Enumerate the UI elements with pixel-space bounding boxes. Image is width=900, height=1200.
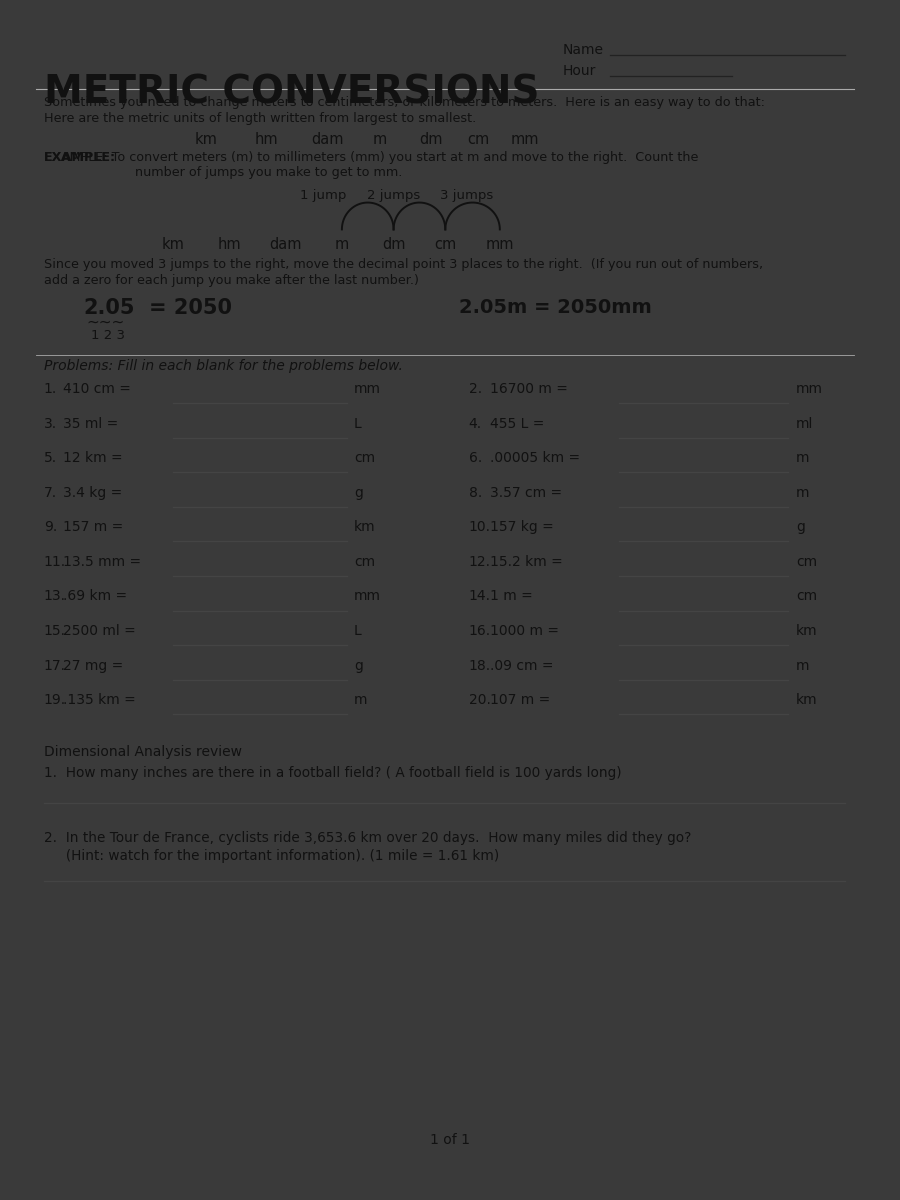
Text: mm: mm	[796, 382, 823, 396]
Text: m: m	[373, 132, 387, 146]
Text: 2 jumps: 2 jumps	[367, 190, 420, 202]
Text: dm: dm	[382, 238, 405, 252]
Text: km: km	[161, 238, 184, 252]
Text: cm: cm	[467, 132, 490, 146]
Text: 2.05m = 2050mm: 2.05m = 2050mm	[459, 298, 652, 317]
Text: Hour: Hour	[562, 65, 596, 78]
Text: L: L	[354, 416, 362, 431]
Text: ~~~: ~~~	[86, 314, 124, 330]
Text: 6.: 6.	[469, 451, 482, 466]
Text: 1.: 1.	[44, 382, 58, 396]
Text: Sometimes you need to change meters to centimeters, or kilometers to meters.  He: Sometimes you need to change meters to c…	[44, 96, 765, 109]
Text: 27 mg =: 27 mg =	[63, 659, 123, 672]
Text: EXAMPLE: To convert meters (m) to millimeters (mm) you start at m and move to th: EXAMPLE: To convert meters (m) to millim…	[44, 151, 698, 163]
Text: 8.: 8.	[469, 486, 482, 499]
Text: ml: ml	[796, 416, 814, 431]
Text: mm: mm	[511, 132, 539, 146]
Text: g: g	[796, 521, 805, 534]
Text: 14.: 14.	[469, 589, 491, 604]
Text: 157 kg =: 157 kg =	[491, 521, 554, 534]
Text: km: km	[796, 624, 817, 638]
Text: cm: cm	[796, 589, 817, 604]
Text: 1000 m =: 1000 m =	[491, 624, 560, 638]
Text: 17.: 17.	[44, 659, 66, 672]
Text: m: m	[354, 694, 367, 707]
Text: dam: dam	[269, 238, 302, 252]
Text: METRIC CONVERSIONS: METRIC CONVERSIONS	[44, 74, 539, 112]
Text: 13.: 13.	[44, 589, 66, 604]
Text: 18.: 18.	[469, 659, 491, 672]
Text: = 2050: = 2050	[149, 298, 232, 318]
Text: 11.: 11.	[44, 554, 66, 569]
Text: hm: hm	[217, 238, 241, 252]
Text: 1 2 3: 1 2 3	[91, 329, 125, 342]
Text: .69 km =: .69 km =	[63, 589, 127, 604]
Text: 2500 ml =: 2500 ml =	[63, 624, 136, 638]
Text: km: km	[354, 521, 375, 534]
Text: 35 ml =: 35 ml =	[63, 416, 118, 431]
Text: add a zero for each jump you make after the last number.): add a zero for each jump you make after …	[44, 274, 419, 287]
Text: 9.: 9.	[44, 521, 58, 534]
Text: km: km	[194, 132, 217, 146]
Text: Problems: Fill in each blank for the problems below.: Problems: Fill in each blank for the pro…	[44, 359, 403, 373]
Text: dam: dam	[311, 132, 344, 146]
Text: 107 m =: 107 m =	[491, 694, 551, 707]
Text: 157 m =: 157 m =	[63, 521, 123, 534]
Text: .135 km =: .135 km =	[63, 694, 136, 707]
Text: 15.2 km =: 15.2 km =	[491, 554, 563, 569]
Text: 20.: 20.	[469, 694, 491, 707]
Text: km: km	[796, 694, 817, 707]
Text: 1.  How many inches are there in a football field? ( A football field is 100 yar: 1. How many inches are there in a footba…	[44, 766, 622, 780]
Text: 19.: 19.	[44, 694, 66, 707]
Text: m: m	[796, 659, 809, 672]
Text: mm: mm	[354, 382, 381, 396]
Text: Since you moved 3 jumps to the right, move the decimal point 3 places to the rig: Since you moved 3 jumps to the right, mo…	[44, 258, 763, 271]
Text: Name: Name	[562, 43, 604, 58]
Text: .09 cm =: .09 cm =	[491, 659, 554, 672]
Text: 455 L =: 455 L =	[491, 416, 544, 431]
Text: 16700 m =: 16700 m =	[491, 382, 568, 396]
Text: cm: cm	[796, 554, 817, 569]
Text: 1 m =: 1 m =	[491, 589, 533, 604]
Text: 16.: 16.	[469, 624, 491, 638]
Text: (Hint: watch for the important information). (1 mile = 1.61 km): (Hint: watch for the important informati…	[44, 848, 500, 863]
Text: m: m	[796, 451, 809, 466]
Text: cm: cm	[434, 238, 456, 252]
Text: 3 jumps: 3 jumps	[440, 190, 493, 202]
Text: 2.05: 2.05	[84, 298, 135, 318]
Text: L: L	[354, 624, 362, 638]
Text: EXAMPLE:: EXAMPLE:	[44, 151, 116, 163]
Text: hm: hm	[255, 132, 278, 146]
Text: 5.: 5.	[44, 451, 57, 466]
Text: .00005 km =: .00005 km =	[491, 451, 580, 466]
Text: g: g	[354, 659, 363, 672]
Text: Here are the metric units of length written from largest to smallest.: Here are the metric units of length writ…	[44, 113, 476, 125]
Text: 2.: 2.	[469, 382, 482, 396]
Text: mm: mm	[354, 589, 381, 604]
Text: 3.: 3.	[44, 416, 57, 431]
Text: 7.: 7.	[44, 486, 57, 499]
Text: 1 of 1: 1 of 1	[430, 1133, 470, 1147]
Text: 410 cm =: 410 cm =	[63, 382, 130, 396]
Text: 13.5 mm =: 13.5 mm =	[63, 554, 140, 569]
Text: cm: cm	[354, 554, 375, 569]
Text: dm: dm	[419, 132, 443, 146]
Text: 1 jump: 1 jump	[300, 190, 346, 202]
Text: m: m	[796, 486, 809, 499]
Text: m: m	[335, 238, 349, 252]
Text: 2.  In the Tour de France, cyclists ride 3,653.6 km over 20 days.  How many mile: 2. In the Tour de France, cyclists ride …	[44, 832, 691, 845]
Text: 12.: 12.	[469, 554, 491, 569]
Text: mm: mm	[486, 238, 514, 252]
Text: 3.57 cm =: 3.57 cm =	[491, 486, 562, 499]
Text: number of jumps you make to get to mm.: number of jumps you make to get to mm.	[135, 166, 402, 179]
Text: 3.4 kg =: 3.4 kg =	[63, 486, 122, 499]
Text: 15.: 15.	[44, 624, 66, 638]
Text: 10.: 10.	[469, 521, 491, 534]
Text: Dimensional Analysis review: Dimensional Analysis review	[44, 745, 242, 758]
Text: g: g	[354, 486, 363, 499]
Text: cm: cm	[354, 451, 375, 466]
Text: 12 km =: 12 km =	[63, 451, 122, 466]
Text: 4.: 4.	[469, 416, 482, 431]
